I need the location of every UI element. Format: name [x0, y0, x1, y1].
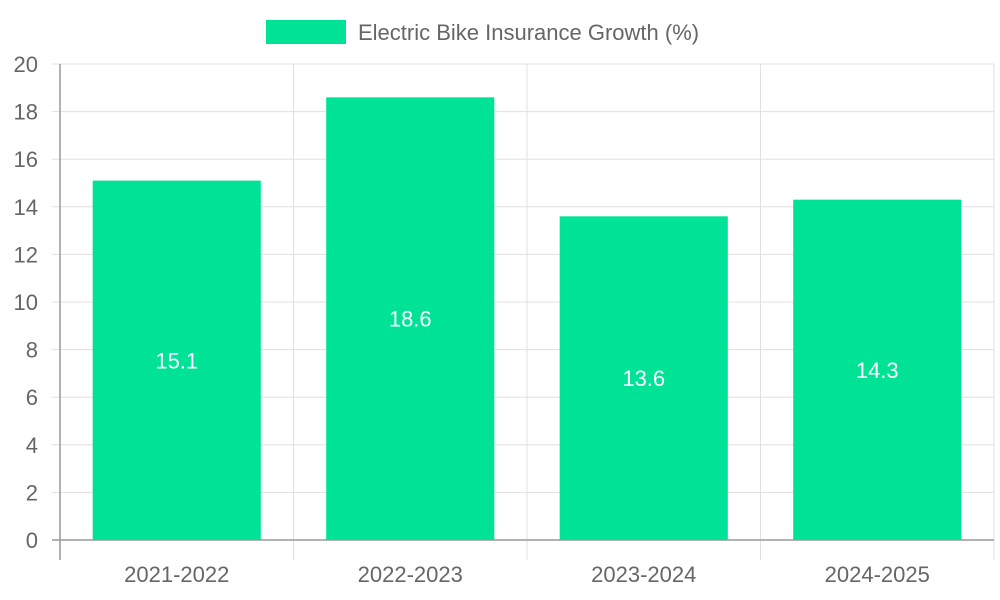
- y-tick-label: 20: [14, 52, 38, 77]
- x-tick-label: 2023-2024: [591, 562, 696, 587]
- bar-2023-2024[interactable]: [559, 216, 728, 540]
- data-label: 14.3: [856, 358, 899, 383]
- x-tick-label: 2021-2022: [124, 562, 229, 587]
- y-tick-label: 10: [14, 290, 38, 315]
- y-tick-label: 14: [14, 195, 38, 220]
- x-tick-label: 2024-2025: [825, 562, 930, 587]
- y-tick-labels: 0 2 4 6 8 10 12 14 16 18 20: [14, 52, 38, 553]
- legend[interactable]: Electric Bike Insurance Growth (%): [266, 20, 699, 45]
- y-tick-label: 8: [26, 338, 38, 363]
- y-tick-label: 4: [26, 433, 38, 458]
- y-tick-label: 16: [14, 147, 38, 172]
- data-label: 15.1: [155, 348, 198, 373]
- legend-label[interactable]: Electric Bike Insurance Growth (%): [358, 20, 699, 45]
- y-tick-label: 2: [26, 480, 38, 505]
- legend-swatch[interactable]: [266, 20, 346, 44]
- bar-2022-2023[interactable]: [326, 97, 495, 540]
- bars: [92, 97, 962, 540]
- bar-2024-2025[interactable]: [793, 199, 962, 540]
- x-tick-label: 2022-2023: [358, 562, 463, 587]
- y-tick-label: 0: [26, 528, 38, 553]
- x-tick-labels: 2021-2022 2022-2023 2023-2024 2024-2025: [124, 562, 930, 587]
- data-labels: 15.1 18.6 13.6 14.3: [155, 307, 898, 392]
- y-tick-label: 18: [14, 100, 38, 125]
- y-tick-label: 12: [14, 242, 38, 267]
- y-tick-label: 6: [26, 385, 38, 410]
- data-label: 13.6: [622, 366, 665, 391]
- data-label: 18.6: [389, 307, 432, 332]
- bar-2021-2022[interactable]: [92, 180, 261, 540]
